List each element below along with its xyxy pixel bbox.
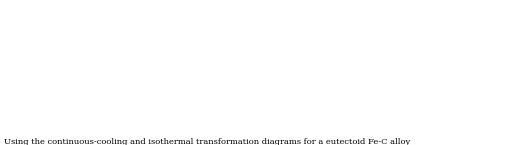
Text: Using the continuous-cooling and isothermal transformation diagrams for a eutect: Using the continuous-cooling and isother…: [4, 138, 410, 145]
